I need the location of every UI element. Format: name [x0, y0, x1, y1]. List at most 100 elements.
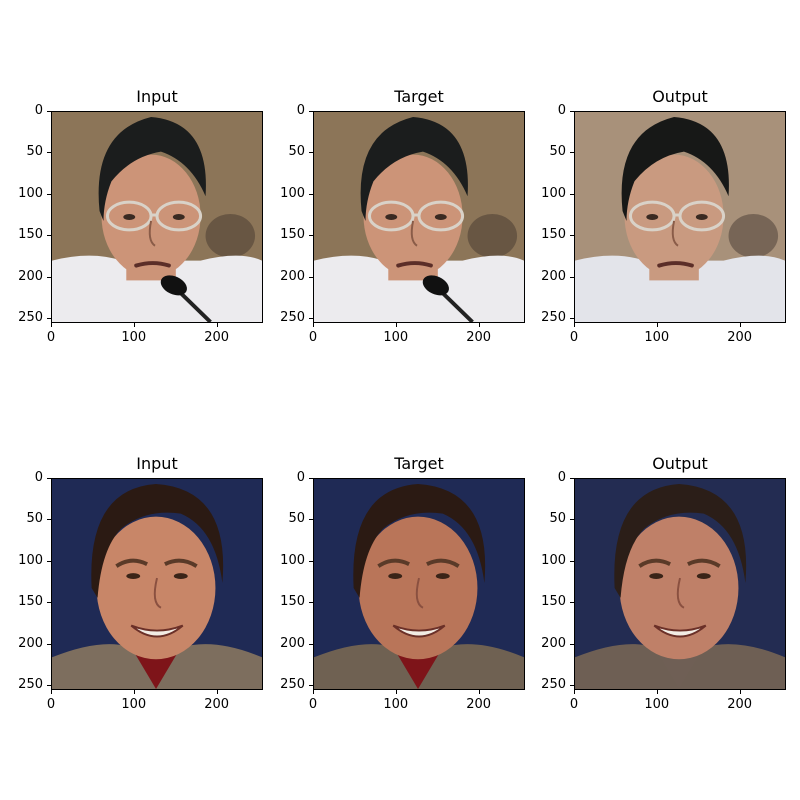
y-tick-label: 100 — [18, 185, 43, 201]
y-tick-label: 0 — [34, 103, 43, 118]
mouth — [134, 261, 171, 268]
x-tick-label: 100 — [644, 697, 670, 712]
y-tick-label: 250 — [18, 310, 43, 326]
y-tick-mark — [47, 111, 51, 112]
y-tick-mark — [47, 318, 51, 320]
x-tick-mark — [739, 323, 741, 327]
x-tick-mark — [216, 323, 218, 327]
glasses-left — [628, 200, 676, 232]
y-tick-label: 200 — [541, 268, 566, 284]
y-tick-label: 250 — [541, 677, 566, 693]
shirt — [131, 647, 181, 689]
hair — [353, 483, 486, 598]
x-tick-label: 200 — [204, 697, 230, 712]
x-tick-label: 200 — [204, 330, 230, 345]
x-tick-label: 100 — [383, 330, 409, 345]
y-tick-label: 100 — [280, 552, 305, 568]
shirt — [314, 255, 524, 322]
y-tick-label: 150 — [541, 594, 566, 610]
y-tick-mark — [570, 318, 574, 320]
y-tick-label: 0 — [296, 103, 305, 118]
x-tick-mark — [216, 690, 218, 694]
mouth — [657, 261, 694, 268]
y-tick-label: 50 — [549, 511, 566, 527]
y-tick-mark — [309, 276, 313, 278]
y-tick-label: 250 — [18, 677, 43, 693]
y-tick-label: 150 — [280, 594, 305, 610]
panel-title: Target — [394, 87, 444, 106]
mouth — [396, 261, 433, 268]
shirt — [654, 647, 704, 689]
x-tick-mark — [656, 323, 658, 327]
y-tick-mark — [47, 152, 51, 154]
y-tick-label: 50 — [26, 144, 43, 160]
y-tick-mark — [47, 685, 51, 687]
panel-title: Output — [652, 87, 708, 106]
y-tick-mark — [570, 685, 574, 687]
y-tick-label: 150 — [18, 227, 43, 243]
y-tick-mark — [47, 276, 51, 278]
hair — [360, 116, 468, 221]
y-tick-label: 200 — [541, 635, 566, 651]
x-tick-mark — [656, 690, 658, 694]
y-tick-label: 150 — [18, 594, 43, 610]
y-tick-label: 200 — [280, 268, 305, 284]
y-tick-mark — [47, 602, 51, 604]
x-tick-label: 100 — [383, 697, 409, 712]
y-tick-label: 200 — [18, 635, 43, 651]
y-tick-mark — [570, 193, 574, 195]
y-tick-label: 150 — [541, 227, 566, 243]
y-tick-mark — [309, 685, 313, 687]
y-tick-mark — [47, 193, 51, 195]
y-tick-mark — [47, 235, 51, 237]
y-tick-mark — [309, 152, 313, 154]
x-tick-mark — [133, 323, 135, 327]
face-image — [52, 479, 262, 689]
panel-title: Input — [136, 87, 178, 106]
y-tick-mark — [570, 478, 574, 479]
y-tick-label: 50 — [549, 144, 566, 160]
y-tick-mark — [570, 235, 574, 237]
shirt — [393, 647, 443, 689]
y-tick-mark — [47, 643, 51, 645]
image-panel — [313, 111, 525, 323]
smile — [130, 624, 184, 638]
x-tick-label: 0 — [569, 697, 579, 712]
x-tick-mark — [51, 690, 52, 694]
face-image — [575, 479, 785, 689]
y-tick-label: 250 — [541, 310, 566, 326]
y-tick-label: 0 — [296, 470, 305, 485]
x-tick-mark — [574, 323, 575, 327]
y-tick-mark — [47, 519, 51, 521]
y-tick-mark — [570, 152, 574, 154]
y-tick-label: 250 — [280, 310, 305, 326]
panel-title: Input — [136, 454, 178, 473]
y-tick-label: 50 — [288, 144, 305, 160]
y-tick-mark — [309, 235, 313, 237]
y-tick-label: 100 — [280, 185, 305, 201]
y-tick-mark — [570, 111, 574, 112]
image-panel — [51, 111, 263, 323]
x-tick-mark — [478, 690, 480, 694]
x-tick-label: 100 — [121, 330, 147, 345]
x-tick-label: 200 — [466, 697, 492, 712]
x-tick-mark — [574, 690, 575, 694]
hair — [614, 483, 747, 598]
x-tick-mark — [395, 690, 397, 694]
y-tick-label: 50 — [26, 511, 43, 527]
y-tick-mark — [309, 318, 313, 320]
x-tick-label: 100 — [121, 697, 147, 712]
hair — [98, 116, 206, 221]
x-tick-label: 0 — [46, 330, 56, 345]
panel-title: Target — [394, 454, 444, 473]
y-tick-label: 0 — [557, 103, 566, 118]
x-tick-label: 0 — [46, 697, 56, 712]
y-tick-mark — [309, 478, 313, 479]
shirt — [52, 255, 262, 322]
y-tick-mark — [309, 111, 313, 112]
smile — [653, 624, 707, 638]
x-tick-mark — [739, 690, 741, 694]
y-tick-label: 100 — [541, 185, 566, 201]
y-tick-label: 200 — [280, 635, 305, 651]
